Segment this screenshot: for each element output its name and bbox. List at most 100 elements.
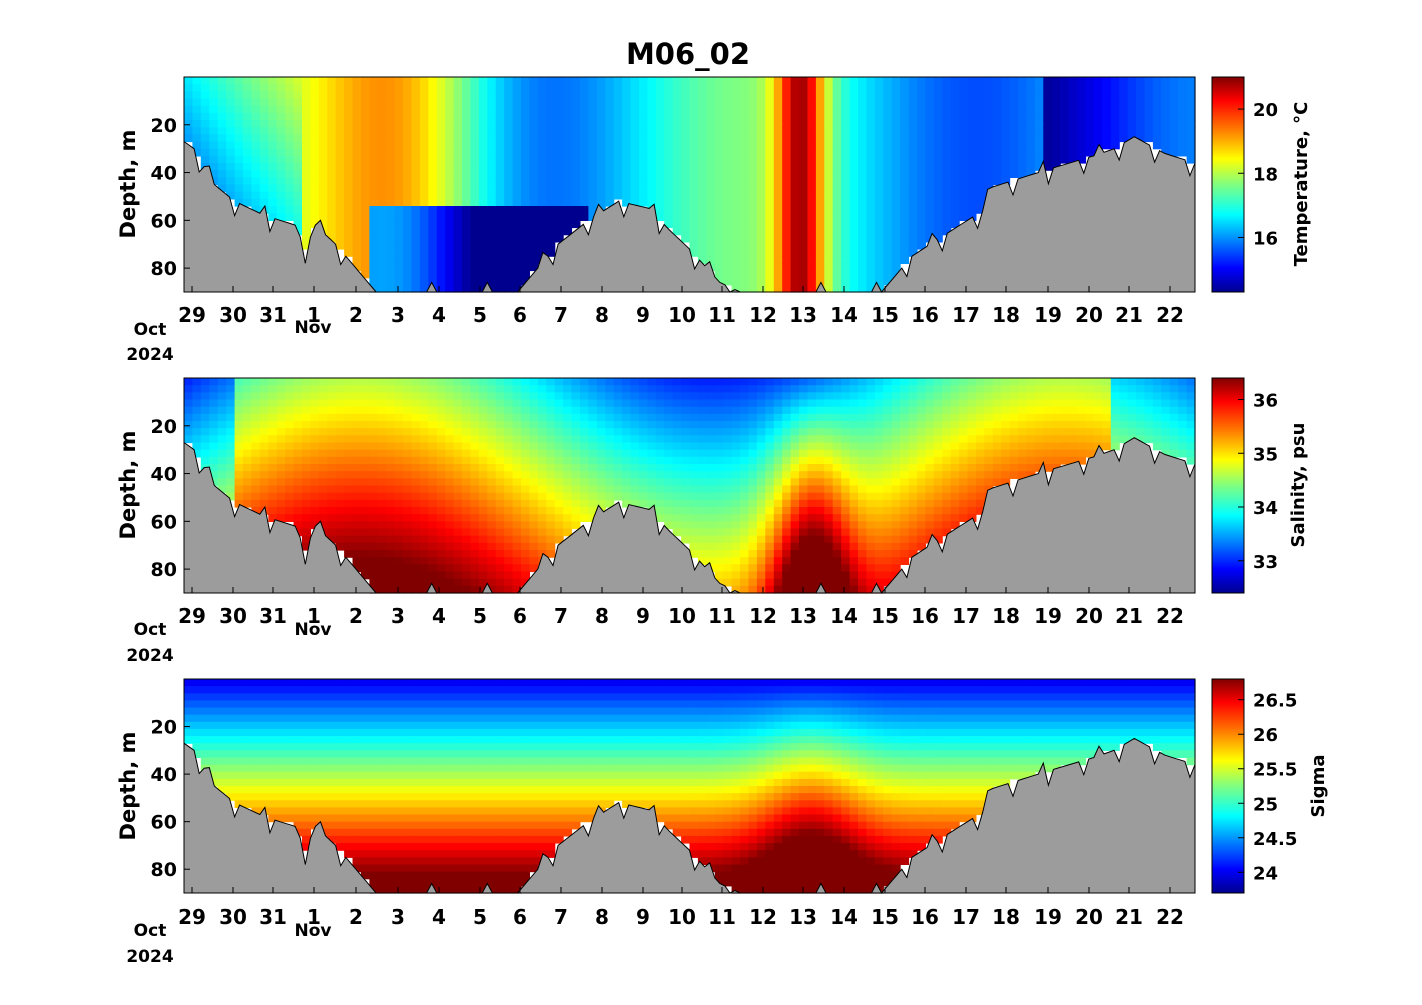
- x-tick-label: 20: [1075, 303, 1103, 327]
- salinity-colorbar-label: Salinity, psu: [1288, 423, 1309, 548]
- x-tick-label: 15: [871, 905, 899, 929]
- salinity-month-oct: Oct: [134, 620, 167, 640]
- x-tick-label: 19: [1034, 604, 1062, 628]
- colorbar-tick-label: 33: [1253, 552, 1278, 573]
- x-tick-label: 29: [178, 303, 206, 327]
- temperature-yticks: 20 40 60 80: [151, 115, 190, 280]
- colorbar-tick-label: 35: [1253, 444, 1278, 465]
- y-tick-label: 80: [151, 559, 177, 581]
- colorbar-tick-label: 26: [1253, 725, 1278, 746]
- y-tick-label: 60: [151, 210, 177, 232]
- y-tick-label: 40: [151, 464, 177, 486]
- figure-title: M06_02: [626, 37, 750, 71]
- y-tick-label: 40: [151, 163, 177, 185]
- sigma-heatmap: [183, 678, 1196, 894]
- x-tick-label: 15: [871, 604, 899, 628]
- x-tick-label: 2: [349, 604, 363, 628]
- y-tick-label: 60: [151, 812, 177, 834]
- x-tick-label: 5: [473, 604, 487, 628]
- x-tick-label: 30: [219, 604, 247, 628]
- x-tick-label: 20: [1075, 604, 1103, 628]
- x-tick-label: 16: [911, 604, 939, 628]
- x-tick-label: 17: [952, 303, 980, 327]
- x-tick-label: 1: [307, 905, 321, 929]
- salinity-heatmap: [183, 377, 1196, 594]
- x-tick-label: 17: [952, 604, 980, 628]
- temperature-colorbar-label: Temperature, °C: [1291, 102, 1312, 267]
- sigma-colorbar-ticks: 24 24.5 25 25.5 26 26.5: [1238, 691, 1297, 884]
- x-tick-label: 13: [789, 303, 817, 327]
- x-tick-label: 17: [952, 905, 980, 929]
- temperature-month-oct: Oct: [134, 320, 167, 340]
- x-tick-label: 16: [911, 905, 939, 929]
- y-tick-label: 80: [151, 258, 177, 280]
- colorbar-tick-label: 25: [1253, 794, 1278, 815]
- temperature-month-nov: Nov: [295, 318, 332, 338]
- sigma-ylabel: Depth, m: [116, 732, 140, 841]
- temperature-colorbar: [1211, 76, 1245, 293]
- x-tick-label: 22: [1156, 604, 1184, 628]
- x-tick-label: 10: [668, 604, 696, 628]
- x-tick-label: 11: [708, 905, 736, 929]
- x-tick-label: 12: [749, 303, 777, 327]
- salinity-yticks: 20 40 60 80: [151, 416, 190, 581]
- x-tick-label: 16: [911, 303, 939, 327]
- x-tick-label: 1: [307, 604, 321, 628]
- salinity-month-nov: Nov: [295, 620, 332, 640]
- sigma-xticks: 29 30 31 1 2 3 4 5 6 7 8 9 10 11 12 13 14 15 16 17 18 19 20 21 2…: [178, 887, 1184, 929]
- x-tick-label: 13: [789, 604, 817, 628]
- x-tick-label: 3: [391, 905, 405, 929]
- x-tick-label: 19: [1034, 303, 1062, 327]
- y-tick-label: 20: [151, 717, 177, 739]
- x-tick-label: 12: [749, 905, 777, 929]
- x-tick-label: 21: [1115, 604, 1143, 628]
- x-tick-label: 31: [259, 905, 287, 929]
- salinity-colorbar: [1211, 377, 1245, 594]
- colorbar-tick-label: 26.5: [1253, 691, 1297, 712]
- sigma-yticks: 20 40 60 80: [151, 717, 190, 881]
- temperature-colorbar-ticks: 16 18 20: [1238, 100, 1278, 249]
- x-tick-label: 21: [1115, 303, 1143, 327]
- x-tick-label: 3: [391, 604, 405, 628]
- x-tick-label: 2: [349, 303, 363, 327]
- colorbar-tick-label: 16: [1253, 228, 1278, 249]
- x-tick-label: 7: [554, 604, 568, 628]
- x-tick-label: 8: [595, 905, 609, 929]
- x-tick-label: 3: [391, 303, 405, 327]
- sigma-colorbar-label: Sigma: [1308, 755, 1329, 818]
- x-tick-label: 21: [1115, 905, 1143, 929]
- x-tick-label: 13: [789, 905, 817, 929]
- x-tick-label: 6: [513, 604, 527, 628]
- x-tick-label: 10: [668, 303, 696, 327]
- y-tick-label: 20: [151, 416, 177, 438]
- x-tick-label: 5: [473, 303, 487, 327]
- x-tick-label: 14: [830, 604, 858, 628]
- colorbar-tick-label: 18: [1253, 164, 1278, 185]
- y-tick-label: 60: [151, 511, 177, 533]
- colorbar-tick-label: 25.5: [1253, 760, 1297, 781]
- salinity-colorbar-ticks: 33 34 35 36: [1238, 391, 1278, 573]
- x-tick-label: 11: [708, 604, 736, 628]
- x-tick-label: 4: [432, 303, 446, 327]
- x-tick-label: 6: [513, 303, 527, 327]
- x-tick-label: 30: [219, 905, 247, 929]
- x-tick-label: 14: [830, 905, 858, 929]
- x-tick-label: 9: [636, 604, 650, 628]
- sigma-month-oct: Oct: [134, 921, 167, 941]
- x-tick-label: 9: [636, 303, 650, 327]
- temperature-xticks: 29 30 31 1 2 3 4 5 6 7 8 9 10 11 12 13 14 15 16 17 18 19 20 21 2…: [178, 286, 1184, 327]
- x-tick-label: 7: [554, 303, 568, 327]
- x-tick-label: 12: [749, 604, 777, 628]
- x-tick-label: 9: [636, 905, 650, 929]
- salinity-year: 2024: [126, 646, 173, 666]
- x-tick-label: 4: [432, 905, 446, 929]
- x-tick-label: 30: [219, 303, 247, 327]
- x-tick-label: 29: [178, 604, 206, 628]
- x-tick-label: 2: [349, 905, 363, 929]
- salinity-xticks: 29 30 31 1 2 3 4 5 6 7 8 9 10 11 12 13 14 15 16 17 18 19 20 21 2…: [178, 587, 1184, 628]
- x-tick-label: 14: [830, 303, 858, 327]
- sigma-colorbar: [1211, 678, 1245, 894]
- temperature-ylabel: Depth, m: [116, 130, 140, 239]
